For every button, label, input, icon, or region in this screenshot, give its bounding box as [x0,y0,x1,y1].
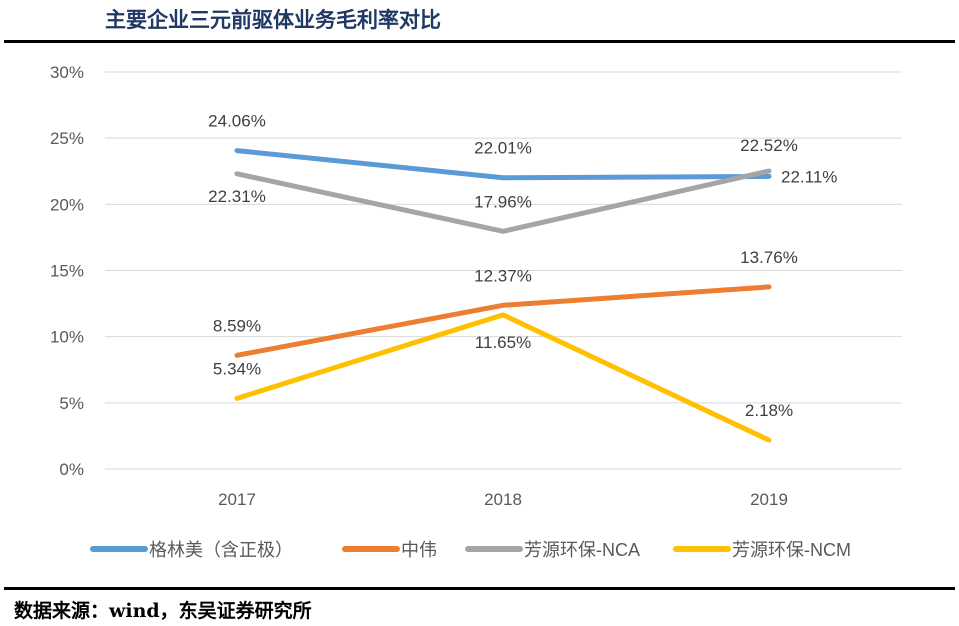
chart-title: 主要企业三元前驱体业务毛利率对比 [105,7,441,32]
legend-label: 中伟 [401,540,437,560]
data-label: 13.76% [740,248,798,267]
legend-label: 格林美（含正极） [149,540,293,560]
source-note: 数据来源：wind，东吴证券研究所 [14,600,312,622]
data-label: 12.37% [474,266,532,285]
series-line [234,312,772,443]
data-label: 22.01% [474,139,532,158]
x-tick-label: 2017 [218,490,256,509]
data-label: 5.34% [213,359,261,378]
data-label: 2.18% [745,401,793,420]
y-tick-label: 20% [50,195,84,214]
data-label: 22.31% [208,187,266,206]
y-tick-label: 0% [59,460,84,479]
data-label: 24.06% [208,112,266,131]
line-chart: 0% 5% 10% 15% 20% 25% 30% 2017 2018 2019 24.06% 22.… [50,63,902,560]
data-label: 8.59% [213,316,261,335]
x-tick-label: 2019 [750,490,788,509]
series-line [234,284,772,358]
series-line [234,148,772,181]
y-tick-label: 30% [50,63,84,82]
data-label: 22.52% [740,136,798,155]
data-label: 11.65% [475,333,531,352]
series-line [234,168,772,234]
x-tick-label: 2018 [484,490,522,509]
y-tick-label: 25% [50,129,84,148]
y-tick-label: 10% [50,328,84,347]
top-divider [4,40,955,43]
legend-label: 芳源环保-NCM [732,540,851,560]
legend-label: 芳源环保-NCA [524,540,640,560]
data-label: 22.11% [781,167,837,186]
bottom-divider [4,587,955,590]
y-tick-label: 15% [50,262,84,281]
y-tick-label: 5% [59,394,84,413]
data-label: 17.96% [474,192,532,211]
